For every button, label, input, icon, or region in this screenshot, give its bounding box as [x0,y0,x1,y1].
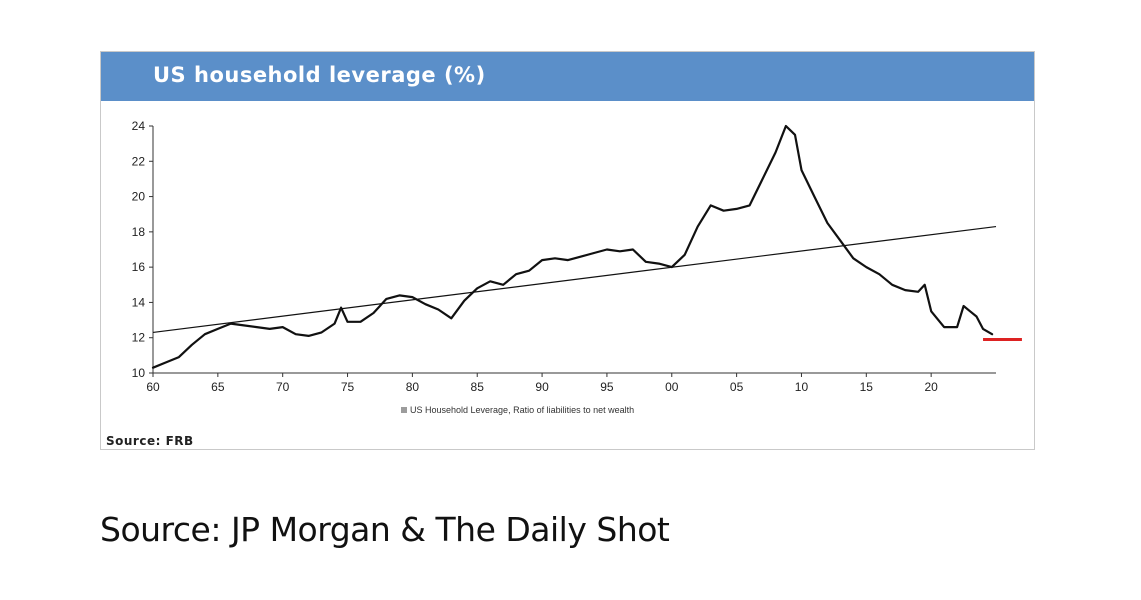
y-tick-label: 18 [132,225,146,239]
trendline [152,225,997,334]
axes [149,125,996,377]
legend-swatch [401,407,407,413]
x-tick-label: 05 [730,380,744,394]
trend-line [152,225,997,334]
chart-title: US household leverage (%) [153,63,486,87]
x-tick-label: 80 [406,380,420,394]
line-chart: 10 12 14 16 18 20 22 24 60 65 70 75 80 85 90 95 00 05 10 15… [132,119,1022,394]
y-tick-label: 22 [132,154,146,168]
x-tick-label: 20 [924,380,938,394]
x-tick-label: 95 [600,380,614,394]
chart-legend: US Household Leverage, Ratio of liabilit… [401,405,634,415]
chart-source: Source: FRB [106,434,194,448]
y-tick-label: 10 [132,366,146,380]
x-tick-label: 85 [471,380,485,394]
x-tick-label: 70 [276,380,290,394]
x-tick-label: 75 [341,380,355,394]
tick-labels: 10 12 14 16 18 20 22 24 60 65 70 75 80 85 90 95 00 05 10 15… [132,119,939,394]
y-tick-label: 24 [132,119,146,133]
x-tick-label: 65 [211,380,225,394]
series-line-household-leverage [151,124,994,369]
y-tick-label: 20 [132,190,146,204]
x-tick-label: 60 [146,380,160,394]
y-tick-label: 12 [132,331,146,345]
legend-label: US Household Leverage, Ratio of liabilit… [410,405,635,415]
chart-panel: US household leverage (%) 10 12 14 16 18 20 22… [100,51,1035,450]
y-tick-label: 14 [132,295,146,309]
chart-header-bar: US household leverage (%) [101,52,1034,101]
footer-source: Source: JP Morgan & The Daily Shot [100,510,670,549]
x-tick-label: 15 [860,380,874,394]
x-tick-label: 90 [535,380,549,394]
x-tick-label: 10 [795,380,809,394]
y-tick-label: 16 [132,260,146,274]
series-lines [151,124,994,369]
x-tick-label: 00 [665,380,679,394]
